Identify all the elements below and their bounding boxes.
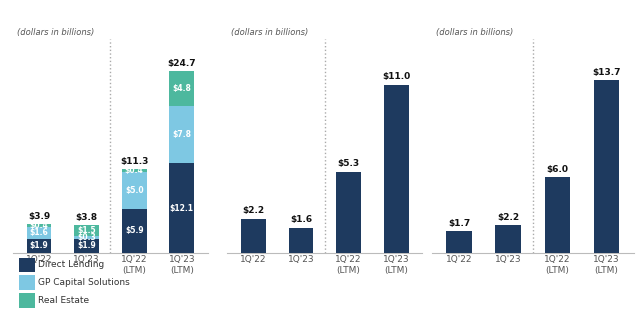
Text: $5.9: $5.9 bbox=[125, 226, 143, 236]
Text: $1.6: $1.6 bbox=[29, 228, 49, 237]
Text: $1.7: $1.7 bbox=[448, 219, 470, 228]
Text: $1.6: $1.6 bbox=[290, 215, 312, 225]
Bar bbox=[495, 225, 521, 253]
Text: $0.3: $0.3 bbox=[77, 233, 96, 242]
Text: $3.9: $3.9 bbox=[28, 212, 50, 221]
Bar bbox=[74, 239, 99, 253]
Bar bbox=[336, 172, 361, 253]
Bar bbox=[27, 224, 51, 227]
Bar bbox=[122, 169, 147, 172]
Text: Institutional & Other Fundraise: Institutional & Other Fundraise bbox=[447, 18, 619, 28]
Text: $1.9: $1.9 bbox=[77, 241, 96, 250]
Text: (dollars in billions): (dollars in billions) bbox=[17, 28, 94, 37]
Text: $4.8: $4.8 bbox=[172, 84, 191, 93]
Text: $1.5: $1.5 bbox=[77, 226, 96, 236]
Bar bbox=[122, 209, 147, 253]
Text: $0.4: $0.4 bbox=[125, 166, 143, 175]
Text: (dollars in billions): (dollars in billions) bbox=[231, 28, 308, 37]
Bar bbox=[74, 226, 99, 237]
Text: $6.0: $6.0 bbox=[547, 165, 568, 174]
Bar bbox=[170, 71, 194, 106]
Bar bbox=[170, 164, 194, 253]
Bar bbox=[594, 80, 620, 253]
Text: $2.2: $2.2 bbox=[243, 206, 264, 215]
Text: $12.1: $12.1 bbox=[170, 203, 194, 213]
Bar bbox=[289, 228, 314, 253]
Text: $5.3: $5.3 bbox=[337, 159, 360, 168]
Text: Total Fundraise: Total Fundraise bbox=[65, 18, 156, 28]
Text: $7.8: $7.8 bbox=[172, 130, 191, 139]
Text: $24.7: $24.7 bbox=[168, 59, 196, 68]
Text: Real Estate: Real Estate bbox=[38, 296, 90, 305]
Bar bbox=[122, 172, 147, 209]
Bar bbox=[27, 239, 51, 253]
Bar bbox=[446, 231, 472, 253]
Bar bbox=[170, 106, 194, 164]
Text: $2.2: $2.2 bbox=[497, 213, 519, 222]
Text: $13.7: $13.7 bbox=[592, 68, 621, 77]
Text: Direct Lending: Direct Lending bbox=[38, 260, 105, 269]
Bar bbox=[27, 227, 51, 239]
Bar bbox=[241, 219, 266, 253]
Text: $11.3: $11.3 bbox=[120, 157, 148, 167]
Text: $1.9: $1.9 bbox=[29, 241, 49, 250]
Text: GP Capital Solutions: GP Capital Solutions bbox=[38, 278, 130, 287]
Bar bbox=[545, 177, 570, 253]
Text: $5.0: $5.0 bbox=[125, 186, 143, 195]
Text: Private Wealth Fundraise: Private Wealth Fundraise bbox=[250, 18, 399, 28]
Bar bbox=[384, 85, 408, 253]
Text: $11.0: $11.0 bbox=[382, 72, 410, 81]
Text: $3.8: $3.8 bbox=[76, 214, 98, 223]
Text: (dollars in billions): (dollars in billions) bbox=[436, 28, 513, 37]
Bar bbox=[74, 237, 99, 239]
Text: $0.4: $0.4 bbox=[29, 221, 49, 230]
